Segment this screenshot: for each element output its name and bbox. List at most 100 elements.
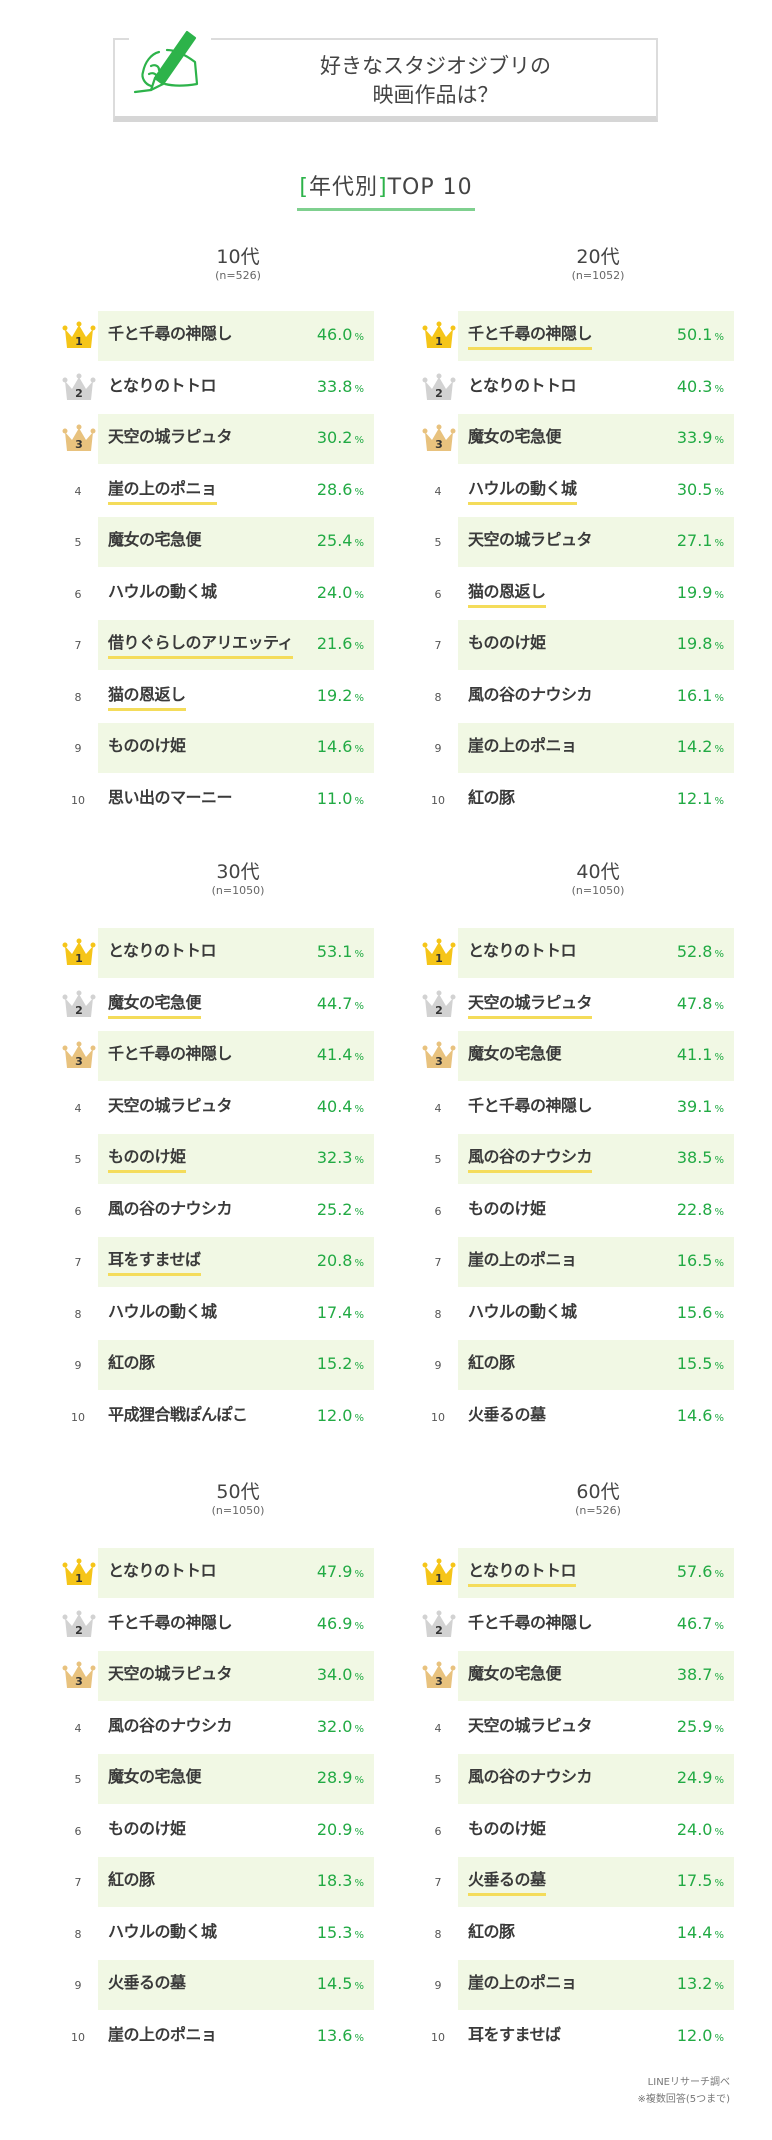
row-box: ハウルの動く城 17.4%: [98, 1289, 374, 1339]
percent-unit: %: [354, 1775, 364, 1786]
percentage: 19.9%: [677, 583, 724, 606]
movie-title: もののけ姫: [468, 1819, 546, 1838]
rank-number: 4: [74, 484, 82, 498]
row-box: ハウルの動く城 15.6%: [458, 1289, 734, 1339]
rank-number: 7: [74, 638, 82, 652]
percentage: 39.1%: [677, 1097, 724, 1120]
section-header-60代: 60代 (n=526): [458, 1481, 738, 1519]
movie-title: もののけ姫: [108, 1147, 186, 1173]
percentage: 18.3%: [317, 1871, 364, 1894]
percentage-value: 14.2: [676, 737, 713, 756]
percentage-value: 33.9: [676, 428, 713, 447]
percentage-value: 14.4: [676, 1923, 713, 1942]
percentage-value: 19.9: [676, 583, 713, 602]
percentage: 22.8%: [677, 1200, 724, 1223]
movie-title: 崖の上のポニョ: [108, 479, 217, 505]
percentage: 30.5%: [677, 480, 724, 503]
rank-number: 8: [74, 690, 82, 704]
percent-unit: %: [714, 1827, 724, 1838]
row-box: 崖の上のポニョ 14.2%: [458, 723, 734, 773]
percentage-value: 33.8: [316, 377, 353, 396]
percentage-value: 14.6: [316, 737, 353, 756]
rank-number: 8: [74, 1927, 82, 1941]
movie-title: 風の谷のナウシカ: [468, 1767, 593, 1786]
percent-unit: %: [714, 1155, 724, 1166]
percentage-value: 17.5: [676, 1871, 713, 1890]
row-box: 千と千尋の神隠し 41.4%: [98, 1031, 374, 1081]
rank-number: 1: [435, 952, 443, 965]
ranking-row: 10 紅の豚 12.1%: [416, 775, 736, 825]
percentage-value: 50.1: [676, 325, 713, 344]
ranking-row: 7 もののけ姫 19.8%: [416, 620, 736, 670]
row-box: 千と千尋の神隠し 46.0%: [98, 311, 374, 361]
percentage: 50.1%: [677, 325, 724, 348]
title-line-2: 映画作品は？: [372, 83, 499, 107]
percent-unit: %: [354, 1878, 364, 1889]
ranking-row: 8 風の谷のナウシカ 16.1%: [416, 672, 736, 722]
age-label: 20代: [576, 246, 620, 268]
percent-unit: %: [714, 1052, 724, 1063]
section-header-20代: 20代 (n=1052): [458, 246, 738, 284]
percentage: 33.8%: [317, 377, 364, 400]
sample-size: (n=1052): [571, 269, 625, 282]
percentage: 28.9%: [317, 1768, 364, 1791]
percentage: 32.3%: [317, 1148, 364, 1171]
row-box: 崖の上のポニョ 13.2%: [458, 1960, 734, 2010]
row-box: 思い出のマーニー 11.0%: [98, 775, 374, 825]
row-box: 紅の豚 18.3%: [98, 1857, 374, 1907]
ranking-row: 5 もののけ姫 32.3%: [56, 1134, 376, 1184]
movie-title: 紅の豚: [468, 788, 515, 807]
rank-number: 3: [75, 1675, 83, 1688]
row-box: 天空の城ラピュタ 47.8%: [458, 980, 734, 1030]
row-box: 風の谷のナウシカ 16.1%: [458, 672, 734, 722]
multi-answer-note: ※複数回答(5つまで): [637, 2094, 730, 2105]
ranking-row: 7 崖の上のポニョ 16.5%: [416, 1237, 736, 1287]
ranking-row: 9 崖の上のポニョ 13.2%: [416, 1960, 736, 2010]
percent-unit: %: [714, 1258, 724, 1269]
ranking-row: 10 思い出のマーニー 11.0%: [56, 775, 376, 825]
percentage-value: 15.3: [316, 1923, 353, 1942]
rank-number: 1: [75, 335, 83, 348]
percentage: 15.2%: [317, 1354, 364, 1377]
row-box: 天空の城ラピュタ 34.0%: [98, 1651, 374, 1701]
ranking-row: 5 魔女の宅急便 28.9%: [56, 1754, 376, 1804]
percentage: 17.4%: [317, 1303, 364, 1326]
row-box: 火垂るの墓 14.5%: [98, 1960, 374, 2010]
rank-number: 9: [74, 1978, 82, 1992]
rank-number: 4: [74, 1101, 82, 1115]
percentage: 17.5%: [677, 1871, 724, 1894]
movie-title: 紅の豚: [108, 1870, 155, 1889]
percent-unit: %: [354, 384, 364, 395]
percentage: 47.8%: [677, 994, 724, 1017]
percent-unit: %: [354, 1258, 364, 1269]
row-box: ハウルの動く城 15.3%: [98, 1909, 374, 1959]
row-box: 千と千尋の神隠し 46.9%: [98, 1600, 374, 1650]
row-box: 火垂るの墓 17.5%: [458, 1857, 734, 1907]
ranking-row: 2 千と千尋の神隠し 46.9%: [56, 1600, 376, 1650]
percentage-value: 13.6: [316, 2026, 353, 2045]
ranking-row: 5 魔女の宅急便 25.4%: [56, 517, 376, 567]
row-box: 風の谷のナウシカ 32.0%: [98, 1703, 374, 1753]
percent-unit: %: [354, 2033, 364, 2044]
percentage: 14.4%: [677, 1923, 724, 1946]
row-box: 崖の上のポニョ 13.6%: [98, 2012, 374, 2062]
ranking-row: 4 天空の城ラピュタ 25.9%: [416, 1703, 736, 1753]
rank-number: 10: [71, 793, 85, 807]
row-box: 猫の恩返し 19.2%: [98, 672, 374, 722]
percent-unit: %: [354, 435, 364, 446]
percentage-value: 15.2: [316, 1354, 353, 1373]
percentage-value: 47.9: [316, 1562, 353, 1581]
percentage-value: 25.9: [676, 1717, 713, 1736]
movie-title: 火垂るの墓: [468, 1870, 546, 1896]
percentage-value: 24.0: [676, 1820, 713, 1839]
rank-number: 1: [75, 952, 83, 965]
percent-unit: %: [354, 796, 364, 807]
ranking-row: 3 天空の城ラピュタ 34.0%: [56, 1651, 376, 1701]
percent-unit: %: [354, 1672, 364, 1683]
rank-number: 4: [74, 1721, 82, 1735]
row-box: 崖の上のポニョ 16.5%: [458, 1237, 734, 1287]
row-box: 風の谷のナウシカ 25.2%: [98, 1186, 374, 1236]
row-box: 紅の豚 15.2%: [98, 1340, 374, 1390]
percentage: 27.1%: [677, 531, 724, 554]
heading-bracket-close: ]: [378, 175, 388, 200]
